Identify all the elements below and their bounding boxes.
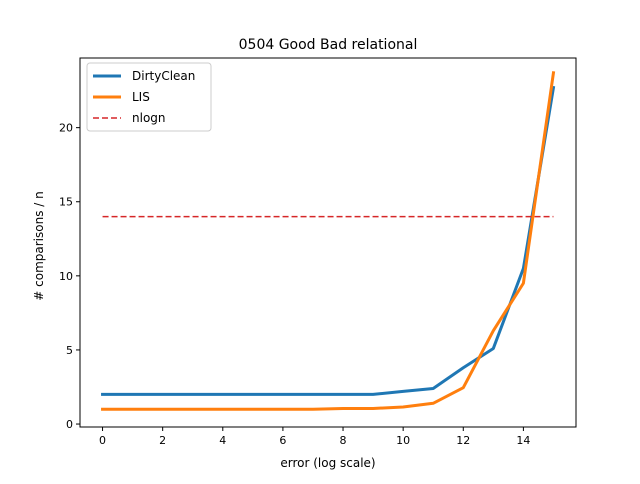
x-tick-label: 4	[219, 434, 226, 447]
series-line-lis	[101, 71, 556, 411]
axes-layer: 0 2 4 6 8 10 12 14 0 5 10 15 20	[59, 57, 577, 447]
y-tick-label: 0	[66, 418, 73, 431]
legend-frame	[86, 62, 212, 132]
y-axis-label: # comparisons / n	[32, 191, 46, 300]
x-tick-label: 2	[159, 434, 166, 447]
series-layer	[101, 71, 556, 411]
legend-entries: DirtyClean LIS nlogn	[93, 69, 195, 125]
y-tick-label: 10	[59, 270, 73, 283]
x-tick-label: 10	[396, 434, 410, 447]
x-tick-label: 0	[99, 434, 106, 447]
x-axis-label: error (log scale)	[280, 456, 375, 470]
chart-title: 0504 Good Bad relational	[239, 37, 418, 53]
x-tick-label: 6	[279, 434, 286, 447]
y-tick-label: 5	[66, 344, 73, 357]
y-tick-label: 15	[59, 196, 73, 209]
legend-label-dirtyclean: DirtyClean	[132, 69, 195, 83]
y-tick-label: 20	[59, 122, 73, 135]
legend: DirtyClean LIS nlogn	[86, 62, 212, 132]
x-tick-label: 12	[456, 434, 470, 447]
legend-label-lis: LIS	[132, 90, 150, 104]
x-tick-label: 8	[340, 434, 347, 447]
x-tick-label: 14	[516, 434, 530, 447]
legend-label-nlogn: nlogn	[132, 111, 166, 125]
plot-frame	[79, 57, 577, 428]
